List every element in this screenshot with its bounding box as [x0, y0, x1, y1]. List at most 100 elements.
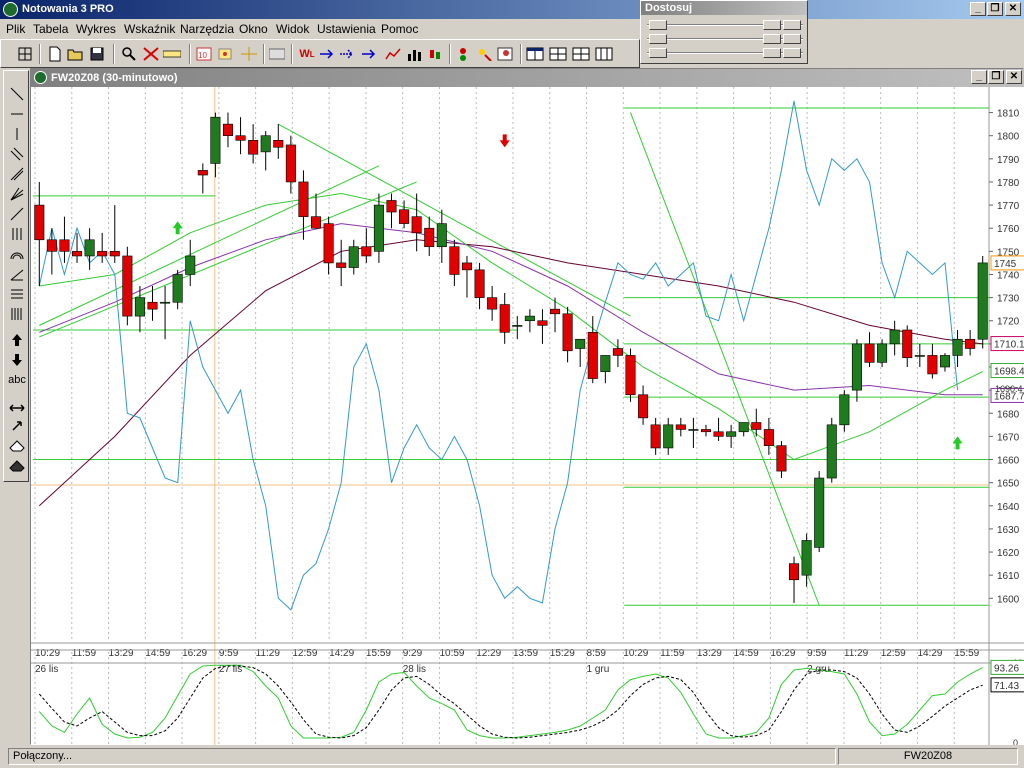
candle-icon[interactable] — [425, 44, 445, 64]
signal-arrow-up — [172, 221, 183, 235]
arc-tool-icon[interactable] — [6, 245, 28, 263]
maximize-button[interactable]: ❐ — [987, 2, 1003, 16]
fan-tool-icon[interactable] — [6, 185, 28, 203]
y-tick-label: 1660 — [997, 456, 1020, 467]
value-label: 1687.71 — [994, 391, 1024, 402]
angle-tool-icon[interactable] — [6, 265, 28, 283]
eraser-tool-icon[interactable] — [6, 437, 28, 455]
channel-tool-icon[interactable] — [6, 145, 28, 163]
dostosuj-slider-1[interactable] — [647, 20, 803, 30]
menu-okno[interactable]: Okno — [239, 22, 268, 36]
value-label-box — [990, 336, 1024, 352]
open-folder-icon[interactable] — [65, 44, 85, 64]
candle — [700, 429, 711, 433]
menu-wskaznik[interactable]: Wskaźnik — [124, 22, 176, 36]
grid-icon[interactable] — [15, 44, 35, 64]
menu-wykres[interactable]: Wykres — [76, 22, 116, 36]
bar-chart-icon[interactable] — [405, 44, 425, 64]
candle — [487, 297, 498, 310]
candle — [109, 251, 120, 257]
app-titlebar[interactable]: Notowania 3 PRO _ ❐ ✕ — [0, 0, 1024, 19]
y-tick-label: 1770 — [997, 201, 1020, 212]
new-file-icon[interactable] — [45, 44, 65, 64]
erase-all-tool-icon[interactable] — [6, 457, 28, 475]
menu-ustawienia[interactable]: Ustawienia — [317, 22, 376, 36]
x-tick-label: 11:29 — [256, 648, 281, 659]
chart-settings-icon[interactable] — [215, 44, 235, 64]
overlay-oscillator-line — [38, 100, 959, 611]
ray-tool-icon[interactable] — [6, 205, 28, 223]
svg-text:10: 10 — [198, 51, 207, 60]
layout-1-icon[interactable] — [525, 44, 545, 64]
up-arrow-tool-icon[interactable] — [6, 331, 28, 349]
price-chart[interactable]: 1600 1610 1620 1630 1640 1650 1660 1670 1680 1690… — [31, 87, 1024, 745]
app-title: Notowania 3 PRO — [22, 3, 114, 15]
moving-average-ma_dark — [38, 239, 983, 507]
dostosuj-slider-3[interactable] — [647, 48, 803, 58]
text-tool-icon[interactable]: abc — [6, 371, 28, 389]
candle — [248, 140, 259, 155]
menu-tabela[interactable]: Tabela — [33, 22, 69, 36]
save-icon[interactable] — [87, 44, 107, 64]
candle — [763, 429, 774, 446]
menu-pomoc[interactable]: Pomoc — [381, 22, 419, 36]
remove-chart-icon[interactable] — [141, 44, 161, 64]
signal-icon[interactable] — [453, 44, 473, 64]
layout-4-icon[interactable] — [594, 44, 614, 64]
arrow-blue-1-icon[interactable] — [317, 44, 337, 64]
line-tool-icon[interactable] — [6, 85, 28, 103]
line-chart-icon[interactable] — [383, 44, 403, 64]
candle — [600, 355, 611, 372]
chart-window[interactable]: FW20Z08 (30-minutowo) _ ❐ ✕ 1600 1610 1620… — [30, 68, 1024, 745]
zoom-icon[interactable] — [119, 44, 139, 64]
candle — [612, 348, 623, 356]
minimize-button[interactable]: _ — [970, 2, 986, 16]
candle — [902, 329, 913, 359]
dostosuj-slider-2[interactable] — [647, 34, 803, 44]
table-icon[interactable]: 10 — [194, 44, 214, 64]
menu-plik[interactable]: Plik — [6, 22, 26, 36]
move-tool-icon[interactable] — [6, 417, 28, 435]
candle — [336, 262, 347, 268]
fib-tool-icon[interactable] — [6, 165, 28, 183]
chart-maximize-button[interactable]: ❐ — [988, 70, 1004, 84]
x-tick-label: 15:59 — [366, 648, 391, 659]
x-tick-label: 12:59 — [292, 648, 317, 659]
arrow-blue-3-icon[interactable] — [359, 44, 379, 64]
candle — [524, 315, 535, 322]
candle — [260, 135, 271, 153]
chart-close-button[interactable]: ✕ — [1006, 70, 1022, 84]
down-arrow-tool-icon[interactable] — [6, 351, 28, 369]
x-tick-label: 11:59 — [660, 648, 685, 659]
candle — [160, 301, 171, 304]
bars-tool-icon[interactable] — [6, 225, 28, 243]
resize-tool-icon[interactable] — [6, 399, 28, 417]
dostosuj-panel[interactable]: Dostosuj — [640, 0, 808, 64]
osc-value-label: 71.43 — [994, 681, 1019, 692]
date-label: 1 gru — [587, 664, 610, 675]
keyboard-icon[interactable] — [267, 44, 287, 64]
x-tick-label: 9:59 — [219, 648, 239, 659]
layout-3-icon[interactable] — [571, 44, 591, 64]
marker-icon[interactable] — [475, 44, 495, 64]
y-tick-label: 1680 — [997, 409, 1020, 420]
menu-narzedzia[interactable]: Narzędzia — [180, 22, 235, 36]
menu-widok[interactable]: Widok — [276, 22, 310, 36]
crosshair-icon[interactable] — [239, 44, 259, 64]
y-tick-label: 1610 — [997, 571, 1020, 582]
grid-tool-icon[interactable] — [6, 305, 28, 323]
chart-minimize-button[interactable]: _ — [971, 70, 987, 84]
vline-tool-icon[interactable] — [6, 125, 28, 143]
x-tick-label: 10:29 — [623, 648, 648, 659]
layout-2-icon[interactable] — [548, 44, 568, 64]
arrow-blue-2-icon[interactable] — [337, 44, 357, 64]
ruler-icon[interactable] — [162, 44, 182, 64]
candle — [575, 338, 586, 349]
levels-tool-icon[interactable] — [6, 285, 28, 303]
close-button[interactable]: ✕ — [1005, 2, 1021, 16]
hline-tool-icon[interactable] — [6, 105, 28, 123]
image-icon[interactable] — [495, 44, 515, 64]
x-tick-label: 14:59 — [734, 648, 759, 659]
chart-window-titlebar[interactable]: FW20Z08 (30-minutowo) _ ❐ ✕ — [31, 69, 1024, 87]
